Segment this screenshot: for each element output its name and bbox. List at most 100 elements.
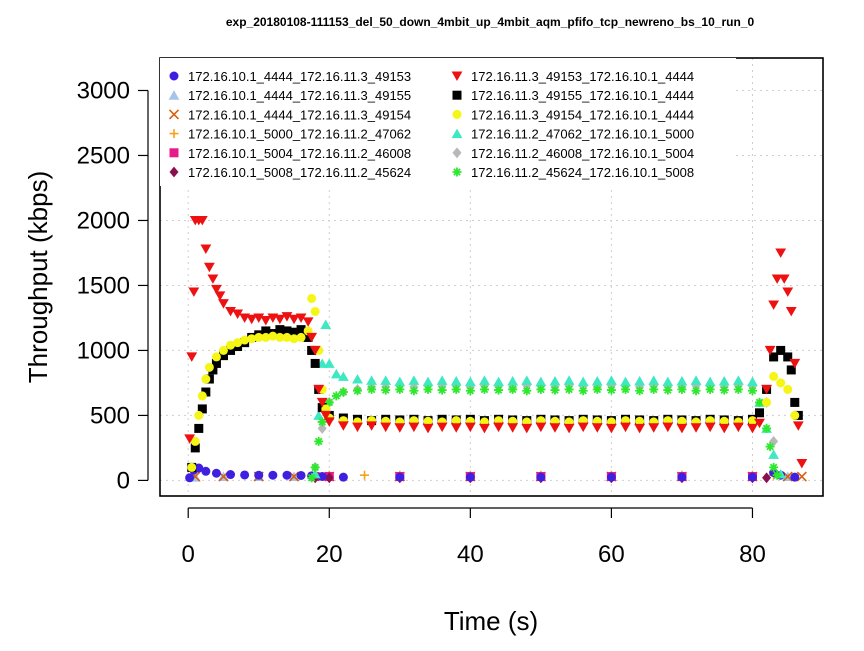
data-point [307,293,317,303]
data-point [591,423,603,433]
data-point [203,262,215,273]
data-point [247,334,257,344]
data-point [190,443,200,453]
series-172.16.11.2_47062_172.16.10.1_5000 [309,319,787,479]
legend-box [160,58,736,186]
legend-marker [168,90,180,100]
data-point [366,375,377,385]
data-point [303,332,313,342]
data-point [226,470,236,480]
legend-marker [452,167,462,177]
data-point [620,376,631,387]
data-point [196,215,208,226]
data-point [226,345,236,355]
data-point [507,376,519,386]
data-point [606,385,616,395]
data-point [323,417,335,427]
data-point [338,387,348,397]
data-point [268,470,278,480]
data-point [648,423,660,433]
data-point [718,376,730,386]
x-tick-label: 80 [739,541,766,568]
data-point [479,423,490,434]
data-point [197,391,207,401]
legend-marker [169,148,179,158]
data-point [776,378,786,388]
data-point [549,423,561,433]
data-point [314,436,324,446]
data-point [747,416,757,426]
legend-label: 172.16.11.3_49155_172.16.10.1_4444 [471,88,694,103]
series-172.16.11.3_49153_172.16.10.1_4444 [184,215,808,469]
data-point [289,334,299,344]
data-point [253,313,265,323]
data-point [422,423,434,434]
legend-label: 172.16.10.1_4444_172.16.11.3_49154 [188,107,411,122]
data-point [564,384,574,394]
data-point [323,358,335,368]
data-point [522,386,532,396]
data-point [337,421,349,431]
data-point [521,375,533,385]
data-point [232,309,243,319]
legend-label: 172.16.10.1_4444_172.16.11.3_49153 [188,69,411,84]
data-point [769,462,779,472]
data-point [214,291,226,301]
data-point [592,384,602,394]
data-point [320,410,332,421]
data-point [197,404,207,414]
data-point [690,423,702,433]
data-point [436,422,448,433]
data-point [337,371,349,381]
y-tick-label: 2500 [77,142,130,169]
data-point [194,463,204,473]
data-point [747,376,758,387]
data-point [450,376,462,386]
data-point [261,326,271,336]
data-point [201,387,211,397]
data-point [211,358,221,368]
data-point [306,332,318,343]
data-point [783,352,793,362]
data-point [395,384,405,394]
legend-label: 172.16.11.2_47062_172.16.10.1_5000 [471,127,694,142]
legend-marker [168,109,180,120]
data-point [563,375,575,385]
legend-label: 172.16.10.1_5000_172.16.11.2_47062 [188,127,411,142]
data-point [281,312,293,322]
data-point [380,422,392,433]
data-point [310,462,320,472]
data-point [634,376,646,386]
data-point [464,422,476,433]
data-point [352,422,363,433]
data-point [187,462,197,472]
data-point [296,325,306,335]
data-point [184,434,196,444]
data-point [381,385,391,395]
data-point [577,422,589,433]
data-point [282,326,292,336]
data-point [606,375,617,385]
data-point [295,313,307,323]
data-point [648,375,660,385]
data-point [776,345,786,355]
x-axis-label: Time (s) [444,606,538,636]
data-point [261,332,271,342]
data-point [690,375,702,385]
data-point [317,472,327,482]
y-tick-label: 1000 [77,337,130,364]
y-tick-label: 500 [90,402,130,429]
data-point [772,470,782,480]
data-point [352,386,362,396]
data-point [635,386,645,396]
data-point [317,423,327,434]
data-point [186,352,198,362]
y-tick-label: 0 [117,467,130,494]
data-point [754,418,765,429]
data-point [621,384,631,394]
data-point [796,459,808,469]
data-point [307,473,317,483]
y-axis: 0 500 1000 1500 2000 2500 3000 [77,77,149,494]
data-point [240,335,250,345]
